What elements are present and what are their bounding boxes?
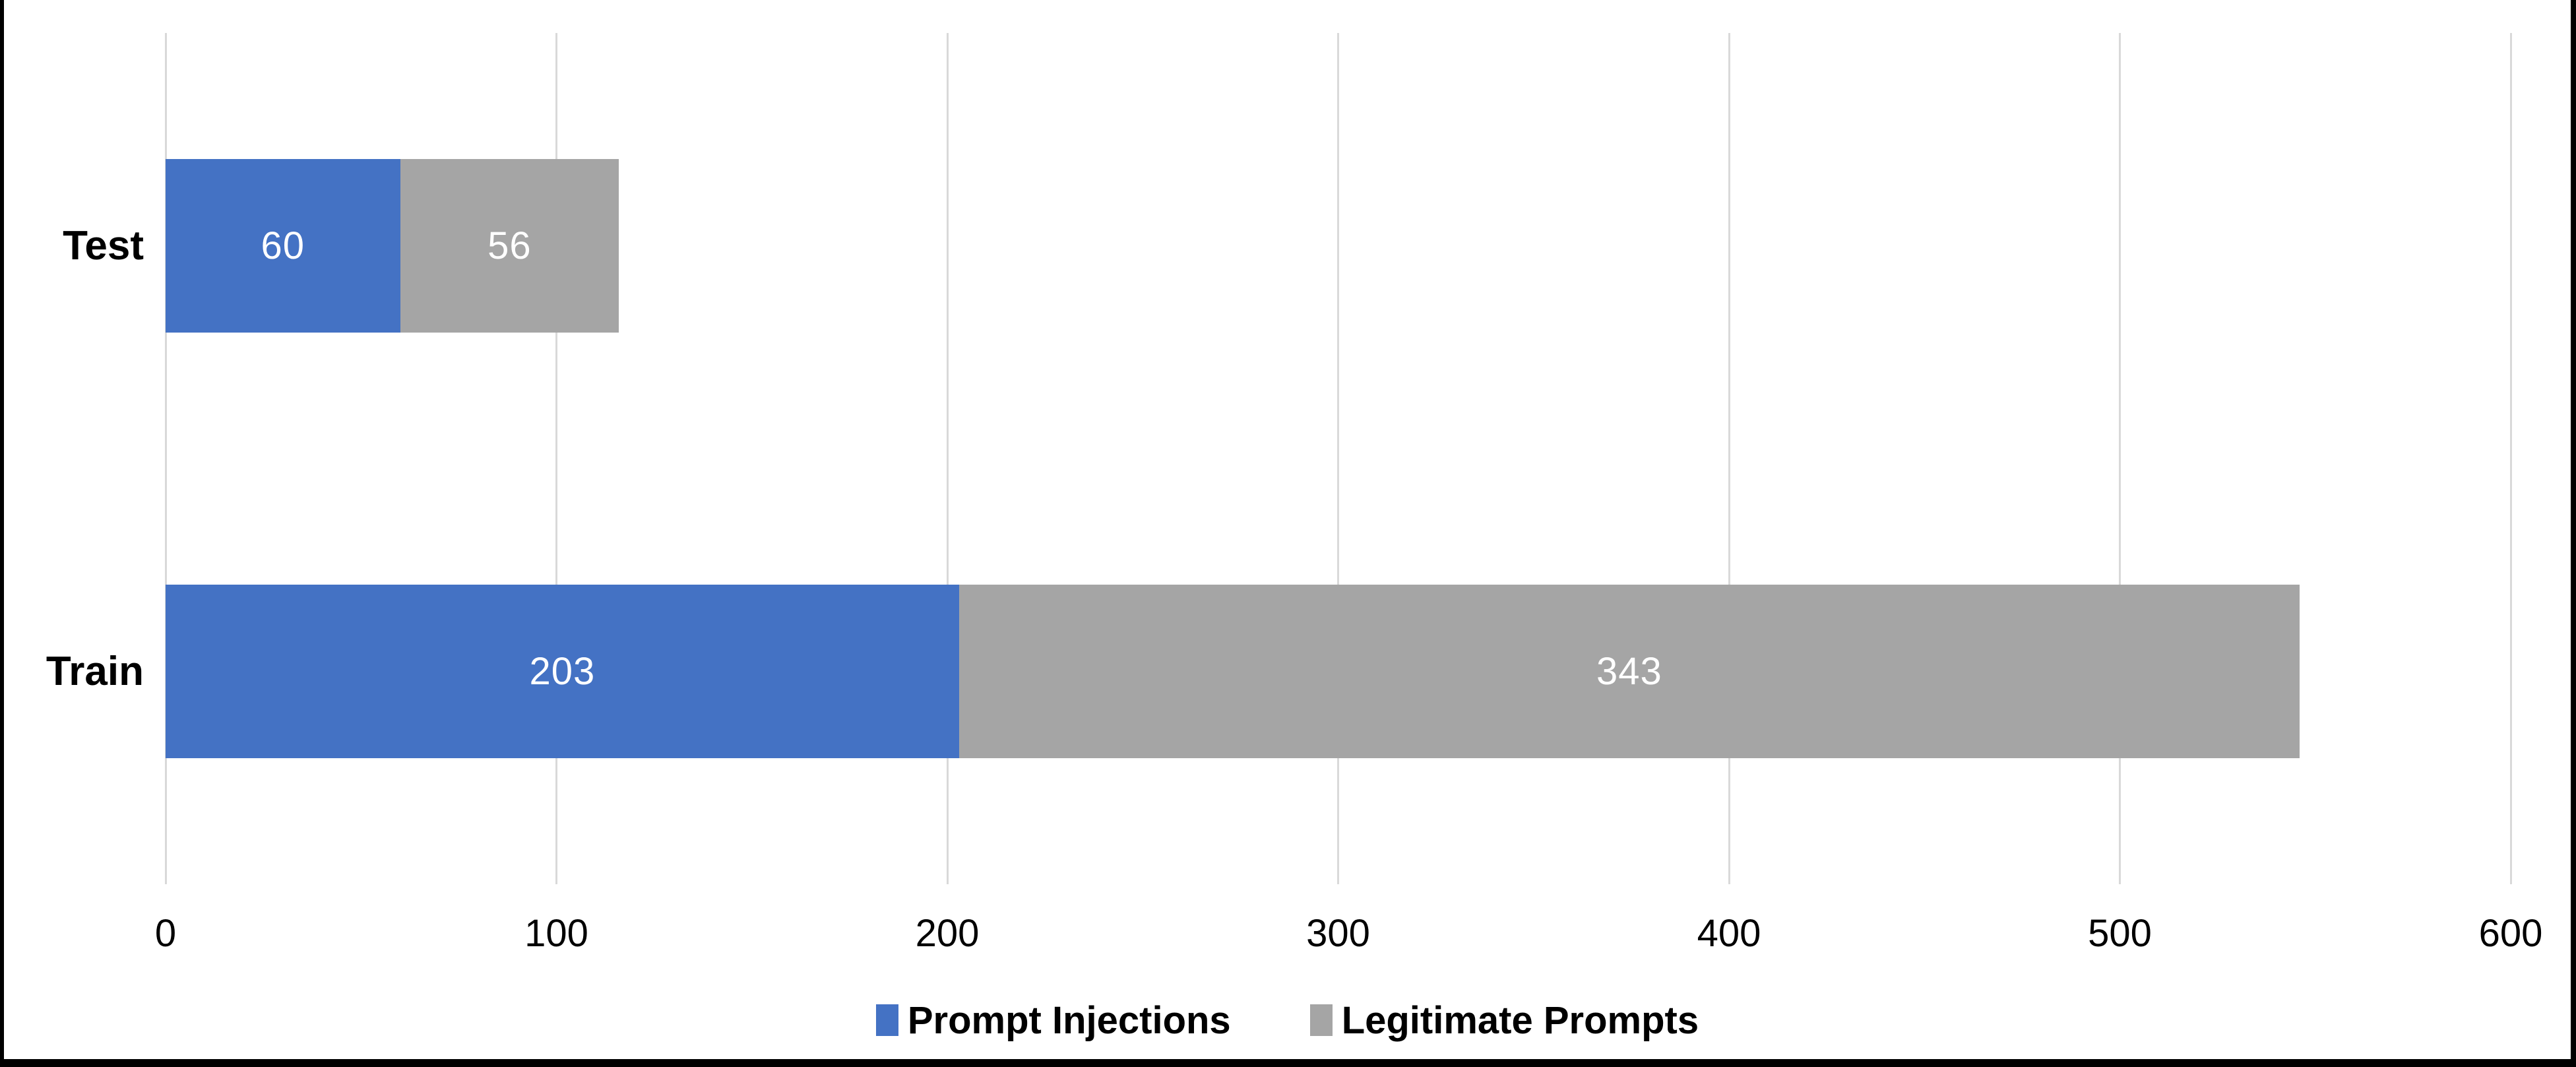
legend-item-prompt-injections: Prompt Injections [875, 998, 1231, 1043]
x-tick-label-400: 400 [1697, 912, 1761, 955]
bar-value-label-train-prompt-injections: 203 [529, 650, 596, 693]
bar-segment-test-prompt-injections: 60 [166, 159, 400, 333]
x-tick-label-0: 0 [154, 912, 177, 955]
gridline-200 [946, 33, 949, 884]
legend: Prompt Injections Legitimate Prompts [4, 988, 2571, 1052]
x-tick-label-300: 300 [1306, 912, 1370, 955]
gridline-300 [1337, 33, 1339, 884]
bar-segment-train-legitimate-prompts: 343 [958, 585, 2300, 758]
bar-segment-test-legitimate-prompts: 56 [400, 159, 619, 333]
gridline-100 [555, 33, 557, 884]
bar-value-label-test-prompt-injections: 60 [261, 224, 305, 267]
legend-label-legitimate-prompts: Legitimate Prompts [1341, 998, 1699, 1042]
x-tick-label-200: 200 [915, 912, 980, 955]
category-label-train: Train [46, 648, 144, 694]
x-tick-label-600: 600 [2478, 912, 2543, 955]
legend-item-legitimate-prompts: Legitimate Prompts [1309, 998, 1699, 1043]
x-tick-label-100: 100 [524, 912, 588, 955]
gridline-400 [1728, 33, 1730, 884]
category-label-test: Test [63, 222, 144, 269]
gridline-0 [164, 33, 167, 884]
bar-value-label-test-legitimate-prompts: 56 [487, 224, 532, 267]
legend-swatch-icon-legitimate-prompts [1309, 1004, 1333, 1036]
gridline-500 [2119, 33, 2121, 884]
bar-value-label-train-legitimate-prompts: 343 [1596, 650, 1662, 693]
bar-segment-train-prompt-injections: 203 [166, 585, 959, 758]
legend-label-prompt-injections: Prompt Injections [907, 998, 1231, 1042]
x-tick-label-500: 500 [2088, 912, 2152, 955]
legend-swatch-icon-prompt-injections [875, 1004, 898, 1036]
gridline-600 [2509, 33, 2512, 884]
